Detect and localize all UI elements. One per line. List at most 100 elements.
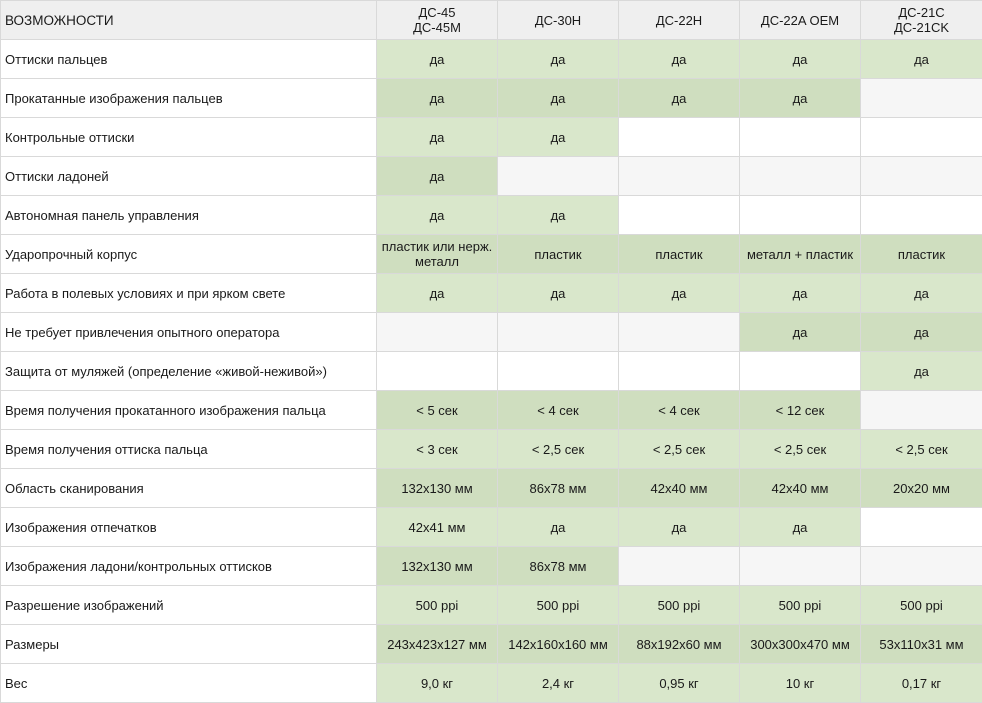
table-row: Изображения отпечатков 42x41 мм да да да — [0, 507, 982, 547]
table-cell — [618, 195, 740, 235]
table-cell: < 2,5 сек — [497, 429, 619, 469]
table-row: Вес 9,0 кг 2,4 кг 0,95 кг 10 кг 0,17 кг — [0, 663, 982, 703]
table-cell: пластик — [497, 234, 619, 274]
table-cell: да — [739, 39, 861, 79]
table-row: Не требует привлечения опытного оператор… — [0, 312, 982, 352]
table-cell — [739, 351, 861, 391]
table-cell: < 2,5 сек — [860, 429, 982, 469]
table-cell: 42x40 мм — [618, 468, 740, 508]
table-cell: да — [739, 507, 861, 547]
table-row: Прокатанные изображения пальцев да да да… — [0, 78, 982, 118]
table-cell: 86x78 мм — [497, 546, 619, 586]
table-row: Изображения ладони/контрольных оттисков … — [0, 546, 982, 586]
feature-label: Защита от муляжей (определение «живой-не… — [0, 351, 377, 391]
model-name-line: ДС-21CK — [893, 20, 950, 35]
features-column-header: ВОЗМОЖНОСТИ — [0, 0, 377, 40]
table-cell: да — [739, 312, 861, 352]
table-row: Контрольные оттиски да да — [0, 117, 982, 157]
table-cell: металл + пластик — [739, 234, 861, 274]
table-cell: да — [618, 78, 740, 118]
table-cell — [860, 195, 982, 235]
feature-label: Изображения ладони/контрольных оттисков — [0, 546, 377, 586]
table-cell: 300x300x470 мм — [739, 624, 861, 664]
table-cell: 0,95 кг — [618, 663, 740, 703]
table-cell: < 3 сек — [376, 429, 498, 469]
table-cell: 500 ppi — [497, 585, 619, 625]
table-cell: да — [860, 312, 982, 352]
table-cell: < 5 сек — [376, 390, 498, 430]
table-cell — [618, 351, 740, 391]
table-cell: да — [376, 39, 498, 79]
table-cell — [376, 351, 498, 391]
table-cell: да — [376, 156, 498, 196]
table-cell — [739, 546, 861, 586]
table-cell: да — [739, 273, 861, 313]
table-cell: 53x110x31 мм — [860, 624, 982, 664]
table-cell: 2,4 кг — [497, 663, 619, 703]
feature-label: Оттиски ладоней — [0, 156, 377, 196]
feature-label: Время получения оттиска пальца — [0, 429, 377, 469]
table-cell: да — [376, 117, 498, 157]
table-cell: да — [497, 273, 619, 313]
table-cell: 20x20 мм — [860, 468, 982, 508]
table-row: Автономная панель управления да да — [0, 195, 982, 235]
table-cell: да — [497, 195, 619, 235]
feature-label: Область сканирования — [0, 468, 377, 508]
table-row: Время получения оттиска пальца < 3 сек <… — [0, 429, 982, 469]
table-cell: 132x130 мм — [376, 468, 498, 508]
model-name-line: ДС-21C — [898, 5, 945, 20]
table-cell — [497, 156, 619, 196]
table-cell: 142x160x160 мм — [497, 624, 619, 664]
feature-label: Время получения прокатанного изображения… — [0, 390, 377, 430]
table-row: Время получения прокатанного изображения… — [0, 390, 982, 430]
table-cell — [618, 156, 740, 196]
table-cell: < 2,5 сек — [618, 429, 740, 469]
table-cell: 500 ppi — [376, 585, 498, 625]
table-cell: 132x130 мм — [376, 546, 498, 586]
table-cell: да — [860, 39, 982, 79]
table-row: Разрешение изображений 500 ppi 500 ppi 5… — [0, 585, 982, 625]
table-cell — [739, 156, 861, 196]
table-cell: да — [497, 507, 619, 547]
table-cell: пластик — [860, 234, 982, 274]
model-header-ds22a-oem: ДС-22A OEM — [739, 0, 861, 40]
table-cell — [618, 546, 740, 586]
header-row: ВОЗМОЖНОСТИ ДС-45 ДС-45M ДС-30Н ДС-22Н Д… — [0, 0, 982, 40]
table-cell: да — [618, 507, 740, 547]
table-cell: да — [497, 78, 619, 118]
table-cell: 500 ppi — [618, 585, 740, 625]
feature-label: Ударопрочный корпус — [0, 234, 377, 274]
table-row: Ударопрочный корпус пластик или нерж. ме… — [0, 234, 982, 274]
table-cell — [497, 312, 619, 352]
table-cell — [739, 117, 861, 157]
model-name-line: ДС-45 — [418, 5, 456, 20]
table-row: Работа в полевых условиях и при ярком св… — [0, 273, 982, 313]
table-cell — [739, 195, 861, 235]
table-cell: пластик — [618, 234, 740, 274]
table-cell — [860, 390, 982, 430]
table-cell: 10 кг — [739, 663, 861, 703]
table-cell: 500 ppi — [860, 585, 982, 625]
table-cell: да — [376, 78, 498, 118]
table-cell: < 12 сек — [739, 390, 861, 430]
model-header-ds21c: ДС-21C ДС-21CK — [860, 0, 982, 40]
table-cell: да — [376, 195, 498, 235]
feature-label: Автономная панель управления — [0, 195, 377, 235]
table-cell: 9,0 кг — [376, 663, 498, 703]
table-cell: < 2,5 сек — [739, 429, 861, 469]
table-cell: да — [739, 78, 861, 118]
table-cell: 42x40 мм — [739, 468, 861, 508]
table-row: Размеры 243x423x127 мм 142x160x160 мм 88… — [0, 624, 982, 664]
table-cell: пластик или нерж. металл — [376, 234, 498, 274]
table-cell: да — [860, 273, 982, 313]
feature-label: Оттиски пальцев — [0, 39, 377, 79]
table-cell — [497, 351, 619, 391]
table-cell: < 4 сек — [618, 390, 740, 430]
feature-label: Не требует привлечения опытного оператор… — [0, 312, 377, 352]
table-row: Область сканирования 132x130 мм 86x78 мм… — [0, 468, 982, 508]
feature-label: Прокатанные изображения пальцев — [0, 78, 377, 118]
table-cell: 42x41 мм — [376, 507, 498, 547]
table-row: Оттиски ладоней да — [0, 156, 982, 196]
table-cell: да — [497, 39, 619, 79]
